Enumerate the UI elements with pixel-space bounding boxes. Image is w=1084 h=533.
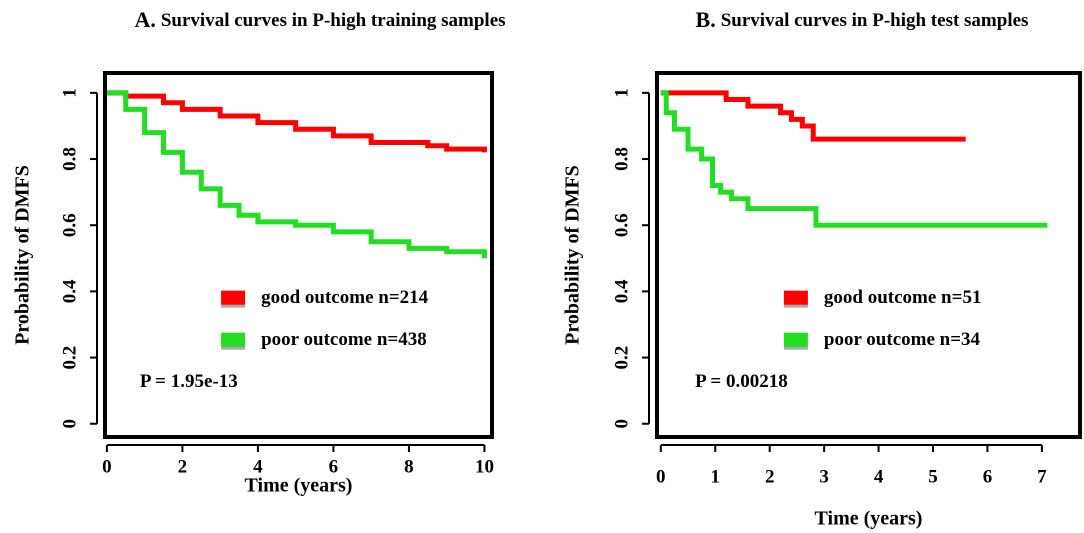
x-tick-label: 0 bbox=[102, 456, 112, 477]
p-value: P = 0.00218 bbox=[695, 371, 788, 392]
y-tick-label: 0.2 bbox=[611, 346, 632, 370]
panel: A. Survival curves in P-high training sam… bbox=[12, 7, 506, 497]
legend-swatch bbox=[783, 332, 808, 347]
title-text: Survival curves in P-high training sampl… bbox=[161, 10, 506, 31]
legend-swatch-shadow bbox=[221, 345, 246, 350]
survival-curve bbox=[106, 90, 487, 259]
legend-label: poor outcome n=34 bbox=[824, 329, 981, 350]
survival-curve bbox=[106, 90, 487, 153]
title-text: Survival curves in P-high test samples bbox=[721, 10, 1029, 31]
x-tick-label: 5 bbox=[928, 466, 938, 487]
x-axis-label: Time (years) bbox=[815, 508, 923, 530]
x-tick-label: 3 bbox=[819, 466, 829, 487]
legend-swatch-shadow bbox=[221, 303, 246, 308]
legend-swatch bbox=[221, 290, 246, 305]
p-value: P = 1.95e-13 bbox=[140, 371, 238, 392]
chart-title: B. Survival curves in P-high test samples bbox=[696, 7, 1029, 32]
x-tick-label: 2 bbox=[178, 456, 188, 477]
y-tick-label: 0.6 bbox=[611, 213, 632, 237]
panel-label: B. bbox=[696, 7, 716, 32]
x-tick-label: 2 bbox=[765, 466, 775, 487]
plot-frame bbox=[103, 71, 494, 439]
x-tick-label: 6 bbox=[983, 466, 993, 487]
y-tick-label: 0.4 bbox=[59, 279, 80, 303]
x-tick-label: 7 bbox=[1037, 466, 1047, 487]
legend-label: good outcome n=214 bbox=[261, 287, 429, 308]
x-tick-label: 4 bbox=[253, 456, 263, 477]
x-tick-label: 1 bbox=[711, 466, 721, 487]
y-tick-label: 0.8 bbox=[59, 147, 80, 171]
x-axis-label: Time (years) bbox=[245, 475, 353, 497]
survival-curve bbox=[660, 90, 1048, 228]
x-tick-label: 6 bbox=[329, 456, 339, 477]
y-tick-label: 1 bbox=[611, 88, 632, 98]
y-tick-label: 0 bbox=[611, 419, 632, 429]
y-axis-label: Probability of DMFS bbox=[562, 165, 584, 345]
legend-swatch-shadow bbox=[783, 345, 808, 350]
x-tick-label: 0 bbox=[656, 466, 666, 487]
x-tick-label: 4 bbox=[874, 466, 884, 487]
y-axis-label: Probability of DMFS bbox=[12, 165, 34, 345]
chart-title: A. Survival curves in P-high training sam… bbox=[134, 7, 505, 32]
x-tick-label: 8 bbox=[404, 456, 414, 477]
legend-swatch bbox=[783, 290, 808, 305]
y-tick-label: 0 bbox=[59, 419, 80, 429]
panel-label: A. bbox=[134, 7, 155, 32]
legend-label: poor outcome n=438 bbox=[261, 329, 427, 350]
y-tick-label: 0.6 bbox=[59, 213, 80, 237]
y-tick-label: 0.4 bbox=[611, 279, 632, 303]
legend-label: good outcome n=51 bbox=[824, 287, 982, 308]
y-tick-label: 0.2 bbox=[59, 346, 80, 370]
y-tick-label: 1 bbox=[59, 88, 80, 98]
legend-swatch-shadow bbox=[783, 303, 808, 308]
survival-curve bbox=[660, 90, 966, 142]
panel: B. Survival curves in P-high test samples… bbox=[562, 7, 1082, 530]
legend-swatch bbox=[221, 332, 246, 347]
x-tick-label: 10 bbox=[475, 456, 494, 477]
y-tick-label: 0.8 bbox=[611, 147, 632, 171]
plot-frame bbox=[655, 71, 1082, 439]
